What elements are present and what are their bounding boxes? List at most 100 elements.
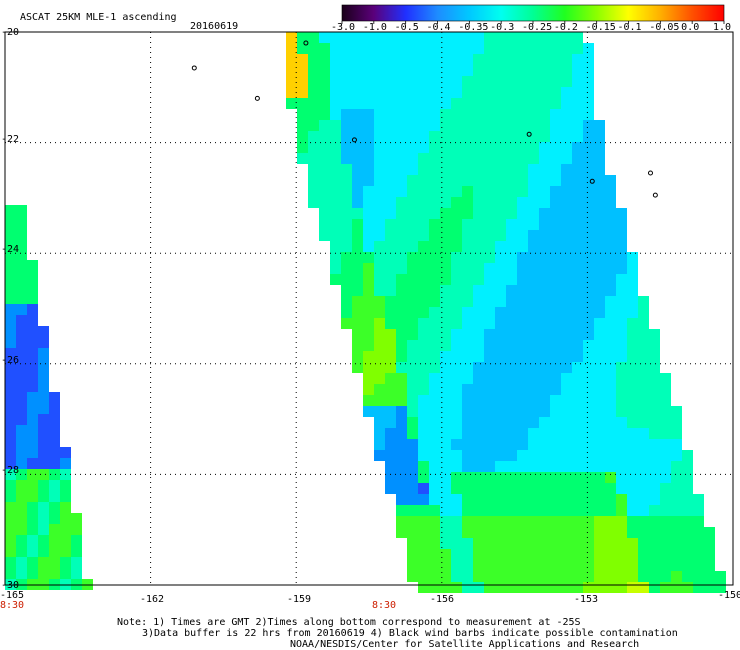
swath-cell [539,164,550,175]
swath-cell [319,142,330,153]
swath-cell [561,186,572,197]
swath-cell [462,417,473,428]
swath-cell [484,428,495,439]
swath-cell [671,494,682,505]
swath-cell [418,219,429,230]
swath-cell [572,472,583,483]
swath-cell [594,274,605,285]
swath-cell [407,494,418,505]
swath-cell [583,439,594,450]
swath-cell [506,263,517,274]
swath-cell [462,582,473,593]
swath-cell [539,54,550,65]
swath-cell [440,219,451,230]
swath-cell [572,197,583,208]
swath-cell [561,109,572,120]
swath-cell [550,263,561,274]
swath-cell [319,208,330,219]
swath-cell [616,274,627,285]
swath-cell [385,230,396,241]
swath-cell [517,76,528,87]
swath-cell [616,461,627,472]
swath-cell [363,406,374,417]
swath-cell [572,417,583,428]
swath-cell [429,395,440,406]
swath-cell [418,351,429,362]
swath-cell [484,263,495,274]
swath-cell [5,381,16,392]
colorbar [341,4,725,24]
swath-cell [495,76,506,87]
swath-cell [418,428,429,439]
lon-label: -165 [0,590,25,601]
swath-cell [495,252,506,263]
swath-cell [49,557,60,568]
swath-cell [440,516,451,527]
swath-cell [539,417,550,428]
swath-cell [506,483,517,494]
swath-cell [16,282,27,293]
swath-cell [5,216,16,227]
swath-cell [49,403,60,414]
swath-cell [572,549,583,560]
swath-cell [440,373,451,384]
swath-cell [374,175,385,186]
swath-cell [495,307,506,318]
swath-cell [38,381,49,392]
swath-cell [506,76,517,87]
swath-cell [583,197,594,208]
swath-cell [649,329,660,340]
swath-cell [594,527,605,538]
swath-cell [418,307,429,318]
swath-cell [616,428,627,439]
swath-cell [27,436,38,447]
swath-cell [407,560,418,571]
swath-cell [374,109,385,120]
swath-cell [286,76,297,87]
swath-cell [418,450,429,461]
island-outline [647,170,653,176]
swath-cell [440,527,451,538]
swath-cell [660,384,671,395]
swath-cell [583,527,594,538]
swath-cell [572,186,583,197]
swath-cell [660,428,671,439]
footer-note: Note: 1) Times are GMT 2)Times along bot… [117,617,581,628]
swath-cell [583,285,594,296]
swath-cell [539,395,550,406]
swath-cell [5,480,16,491]
swath-cell [616,241,627,252]
swath-cell [484,461,495,472]
swath-cell [5,282,16,293]
swath-cell [671,571,682,582]
swath-cell [638,571,649,582]
swath-cell [60,480,71,491]
swath-cell [605,461,616,472]
swath-cell [440,329,451,340]
swath-cell [385,483,396,494]
swath-cell [16,227,27,238]
swath-cell [605,472,616,483]
swath-cell [319,175,330,186]
swath-cell [71,535,82,546]
swath-cell [495,384,506,395]
swath-cell [363,131,374,142]
swath-cell [671,505,682,516]
swath-cell [451,307,462,318]
swath-cell [517,241,528,252]
swath-cell [27,535,38,546]
swath-cell [16,502,27,513]
swath-cell [561,219,572,230]
swath-cell [550,406,561,417]
swath-cell [407,516,418,527]
swath-cell [572,439,583,450]
swath-cell [671,582,682,593]
swath-cell [5,249,16,260]
swath-cell [451,164,462,175]
swath-cell [418,109,429,120]
swath-cell [363,219,374,230]
swath-cell [484,175,495,186]
swath-cell [506,87,517,98]
swath-cell [539,175,550,186]
swath-cell [506,340,517,351]
